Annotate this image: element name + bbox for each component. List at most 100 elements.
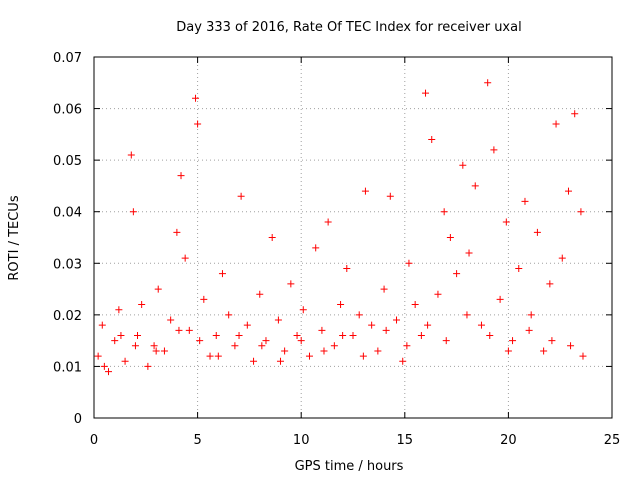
grid-lines bbox=[94, 57, 612, 418]
data-point bbox=[446, 234, 454, 241]
data-point bbox=[405, 259, 413, 267]
y-axis-label: ROTI / TECUs bbox=[7, 195, 22, 280]
data-point bbox=[181, 254, 189, 262]
y-tick-label: 0.04 bbox=[53, 206, 82, 221]
x-axis-label: GPS time / hours bbox=[295, 459, 404, 474]
data-point bbox=[160, 347, 168, 355]
data-point bbox=[552, 120, 560, 128]
data-point bbox=[424, 321, 432, 329]
data-point bbox=[339, 331, 347, 339]
y-tick-label: 0.02 bbox=[53, 309, 82, 324]
data-point bbox=[558, 254, 566, 262]
data-point bbox=[127, 151, 135, 159]
y-tick-label: 0.03 bbox=[53, 257, 82, 272]
data-point bbox=[459, 161, 467, 169]
data-point bbox=[297, 337, 305, 345]
data-point bbox=[281, 347, 289, 355]
data-point bbox=[175, 326, 183, 334]
data-point bbox=[403, 342, 411, 350]
data-point bbox=[235, 331, 243, 339]
data-point bbox=[214, 352, 222, 360]
x-tick-label: 10 bbox=[293, 433, 310, 448]
data-point bbox=[496, 295, 504, 303]
data-point bbox=[355, 311, 363, 319]
data-point bbox=[268, 234, 276, 241]
data-point bbox=[312, 244, 320, 252]
data-point bbox=[94, 352, 102, 360]
data-point bbox=[134, 331, 142, 339]
chart-title: Day 333 of 2016, Rate Of TEC Index for r… bbox=[176, 20, 521, 35]
data-point bbox=[386, 192, 394, 200]
data-point bbox=[525, 326, 533, 334]
data-point bbox=[417, 331, 425, 339]
data-point bbox=[218, 270, 226, 278]
x-tick-label: 20 bbox=[500, 433, 517, 448]
data-point bbox=[382, 326, 390, 334]
data-point bbox=[515, 264, 523, 272]
y-tick-label: 0.06 bbox=[53, 103, 82, 118]
data-point bbox=[440, 208, 448, 216]
y-tick-label: 0.01 bbox=[53, 360, 82, 375]
data-point bbox=[399, 357, 407, 365]
data-point bbox=[115, 306, 123, 314]
data-point bbox=[129, 208, 137, 216]
data-point bbox=[318, 326, 326, 334]
data-point bbox=[509, 337, 517, 345]
data-point bbox=[349, 331, 357, 339]
data-point bbox=[324, 218, 332, 226]
data-point bbox=[533, 228, 541, 236]
data-point bbox=[465, 249, 473, 257]
data-point bbox=[393, 316, 401, 324]
data-point bbox=[192, 94, 200, 102]
data-point bbox=[504, 347, 512, 355]
data-point bbox=[287, 280, 295, 288]
y-tick-label: 0.05 bbox=[53, 154, 82, 169]
data-point bbox=[117, 331, 125, 339]
data-point bbox=[131, 342, 139, 350]
data-point bbox=[256, 290, 264, 298]
axis-ticks: 0 5 10 15 20 25 0 0.01 0.02 0.03 0.04 0.05 0.06 0.07 bbox=[53, 51, 620, 448]
data-point bbox=[502, 218, 510, 226]
data-point bbox=[359, 352, 367, 360]
data-point bbox=[293, 331, 301, 339]
data-point bbox=[237, 192, 245, 200]
data-point bbox=[225, 311, 233, 319]
data-point bbox=[276, 357, 284, 365]
data-point bbox=[185, 326, 193, 334]
data-point bbox=[571, 110, 579, 118]
data-points bbox=[94, 79, 587, 376]
data-point bbox=[368, 321, 376, 329]
data-point bbox=[442, 337, 450, 345]
data-point bbox=[150, 342, 158, 350]
data-point bbox=[471, 182, 479, 190]
data-point bbox=[463, 311, 471, 319]
data-point bbox=[428, 136, 436, 144]
data-point bbox=[343, 264, 351, 272]
data-point bbox=[98, 321, 106, 329]
y-tick-label: 0.07 bbox=[53, 51, 82, 66]
data-point bbox=[486, 331, 494, 339]
data-point bbox=[200, 295, 208, 303]
data-point bbox=[144, 362, 152, 370]
data-point bbox=[206, 352, 214, 360]
data-point bbox=[453, 270, 461, 278]
data-point bbox=[212, 331, 220, 339]
data-point bbox=[243, 321, 251, 329]
data-point bbox=[262, 337, 270, 345]
data-point bbox=[194, 120, 202, 128]
data-point bbox=[527, 311, 535, 319]
y-tick-label: 0 bbox=[74, 412, 82, 427]
data-point bbox=[380, 285, 388, 293]
data-point bbox=[477, 321, 485, 329]
data-point bbox=[484, 79, 492, 87]
data-point bbox=[138, 301, 146, 309]
data-point bbox=[330, 342, 338, 350]
data-point bbox=[411, 301, 419, 309]
data-point bbox=[305, 352, 313, 360]
data-point bbox=[196, 337, 204, 345]
data-point bbox=[177, 172, 185, 180]
data-point bbox=[337, 301, 345, 309]
data-point bbox=[100, 362, 108, 370]
data-point bbox=[154, 285, 162, 293]
